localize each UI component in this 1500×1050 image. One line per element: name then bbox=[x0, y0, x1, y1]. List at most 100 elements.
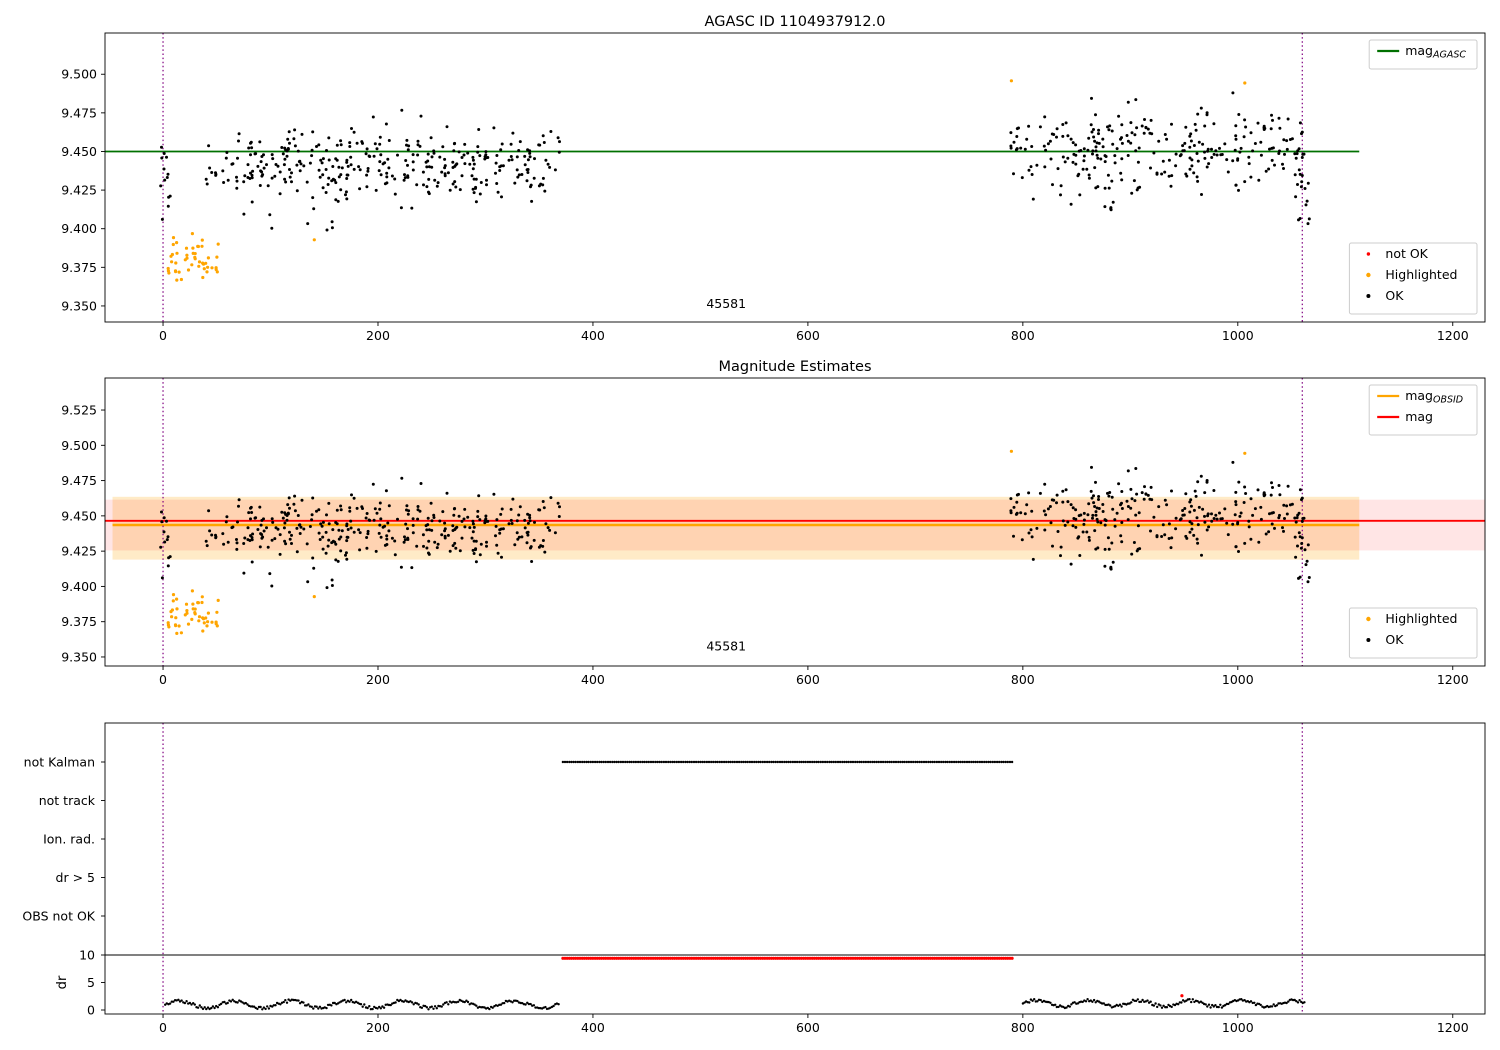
x-axis-ticks: 0 200 400 600 800 1000 1200 bbox=[159, 1014, 1469, 1035]
scatter-cluster-highlighted-mid-point bbox=[312, 595, 316, 599]
x-tick-label: 0 bbox=[159, 328, 167, 343]
x-tick-label: 800 bbox=[1011, 328, 1035, 343]
x-tick-label: 1000 bbox=[1222, 328, 1254, 343]
y-tick-label: 9.400 bbox=[61, 221, 97, 236]
legend-label: OK bbox=[1385, 288, 1404, 303]
flag-segment-row-0 bbox=[561, 760, 1014, 764]
scatter-cluster-band2 bbox=[1009, 460, 1306, 566]
axes-frame bbox=[104, 377, 1486, 667]
legend-marker-dot bbox=[1366, 252, 1371, 256]
flag-row-label: OBS not OK bbox=[22, 909, 95, 924]
x-axis-ticks: 0 200 400 600 800 1000 1200 bbox=[159, 322, 1469, 343]
legend-box bbox=[1348, 607, 1478, 659]
scatter-cluster-highlighted-start-blob bbox=[166, 232, 220, 282]
obsid-annotation: 45581 bbox=[706, 639, 746, 654]
scatter-cluster-band1 bbox=[204, 476, 561, 576]
legend-label: Highlighted bbox=[1385, 611, 1457, 626]
x-tick-label: 1200 bbox=[1437, 328, 1469, 343]
scatter-cluster-band1 bbox=[204, 108, 561, 217]
y-tick-label: 9.500 bbox=[61, 67, 97, 82]
y-tick-label: 9.475 bbox=[61, 105, 97, 120]
legend-marker-dot bbox=[1366, 294, 1371, 298]
y-tick-label: 9.375 bbox=[61, 260, 97, 275]
panel-agasc-mag: 45581 0 200 400 600 800 1000 1200 9.350 9.375 9.40… bbox=[61, 14, 1486, 343]
x-tick-label: 1200 bbox=[1437, 1020, 1469, 1035]
scatter-cluster-highlighted-start-blob bbox=[166, 589, 220, 636]
x-tick-label: 0 bbox=[159, 1020, 167, 1035]
scatter-cluster-start-streak bbox=[159, 510, 172, 580]
y-axis-ticks: 9.350 9.375 9.400 9.425 9.450 9.475 9.500 9.525 bbox=[61, 403, 105, 664]
y-tick-label: 9.500 bbox=[61, 438, 97, 453]
legend: magAGASC bbox=[1368, 39, 1478, 70]
y-tick-label: 9.525 bbox=[61, 403, 97, 418]
obsid-mag-band bbox=[112, 496, 1360, 560]
axes-frame bbox=[104, 722, 1486, 1015]
x-axis-ticks: 0 200 400 600 800 1000 1200 bbox=[159, 666, 1469, 687]
scatter-cluster-highlighted-outlier-b bbox=[1243, 81, 1247, 85]
legend-box bbox=[1368, 39, 1478, 70]
scatter-cluster-start-streak bbox=[159, 145, 172, 221]
dr-tick-label: 10 bbox=[79, 948, 95, 963]
y-tick-label: 9.350 bbox=[61, 649, 97, 664]
dr-tick-label: 0 bbox=[87, 1003, 95, 1018]
y-tick-label: 9.425 bbox=[61, 544, 97, 559]
y-tick-label: 9.450 bbox=[61, 144, 97, 159]
legend-box bbox=[1368, 384, 1478, 436]
obsid-annotation: 45581 bbox=[706, 296, 746, 311]
scatter-cluster-band2-dip bbox=[1103, 547, 1115, 571]
x-tick-label: 600 bbox=[796, 672, 820, 687]
scatter-cluster-band2 bbox=[1009, 91, 1306, 206]
scatter-cluster-band1-low-outliers bbox=[270, 578, 334, 590]
flag-row-label: not track bbox=[39, 793, 96, 808]
dr-outlier-point bbox=[1180, 994, 1184, 998]
scatter-cluster-highlighted-outlier-b bbox=[1243, 451, 1247, 455]
panel-title: AGASC ID 1104937912.0 bbox=[705, 14, 886, 30]
legend-marker-dot bbox=[1366, 616, 1371, 622]
x-tick-label: 600 bbox=[796, 328, 820, 343]
dr-tick-label: 5 bbox=[87, 975, 95, 990]
x-tick-label: 1000 bbox=[1222, 1020, 1254, 1035]
y-axis-ticks: 9.350 9.375 9.400 9.425 9.450 9.475 9.500 bbox=[61, 67, 105, 313]
y-tick-label: 9.475 bbox=[61, 473, 97, 488]
y-tick-label: 9.425 bbox=[61, 183, 97, 198]
x-tick-label: 200 bbox=[366, 672, 390, 687]
x-tick-label: 1200 bbox=[1437, 672, 1469, 687]
x-tick-label: 800 bbox=[1011, 1020, 1035, 1035]
y-tick-label: 9.375 bbox=[61, 614, 97, 629]
axes-frame bbox=[104, 32, 1486, 323]
scatter-cluster-highlighted-mid-point bbox=[312, 238, 316, 242]
x-tick-label: 600 bbox=[796, 1020, 820, 1035]
scatter-cluster-highlighted-outlier-a bbox=[1009, 79, 1014, 83]
dr-red-segment bbox=[561, 956, 1014, 960]
scatter-cluster-end-streak bbox=[1294, 535, 1311, 584]
x-tick-label: 400 bbox=[581, 1020, 605, 1035]
x-tick-label: 0 bbox=[159, 672, 167, 687]
dr-scatter bbox=[164, 998, 560, 1011]
x-tick-label: 400 bbox=[581, 328, 605, 343]
dr-scatter bbox=[1021, 998, 1306, 1010]
scatter-cluster-band2-dip bbox=[1103, 186, 1115, 212]
flag-row-label: Ion. rad. bbox=[43, 832, 95, 847]
panel-magnitude-estimates: 45581 0 200 400 600 800 1000 1200 9.350 9.375 9.40… bbox=[61, 359, 1486, 687]
x-tick-label: 800 bbox=[1011, 672, 1035, 687]
flag-row-label: dr > 5 bbox=[56, 870, 95, 885]
y-tick-label: 9.450 bbox=[61, 508, 97, 523]
legend: Highlighted OK bbox=[1348, 607, 1478, 659]
flag-row-label: not Kalman bbox=[24, 755, 95, 770]
legend-marker-dot bbox=[1366, 638, 1371, 642]
panel-flags: not Kalman not track Ion. rad. dr > 5 OBS no… bbox=[22, 722, 1486, 1035]
legend: not OK Highlighted OK bbox=[1348, 242, 1478, 315]
panel-title: Magnitude Estimates bbox=[718, 359, 871, 375]
legend-label: Highlighted bbox=[1385, 267, 1457, 282]
legend-label: OK bbox=[1385, 632, 1404, 647]
dr-axis-label: dr bbox=[55, 975, 70, 989]
scatter-cluster-highlighted-outlier-a bbox=[1009, 449, 1014, 453]
x-tick-label: 400 bbox=[581, 672, 605, 687]
scatter-cluster-end-streak bbox=[1294, 172, 1311, 226]
x-tick-label: 200 bbox=[366, 1020, 390, 1035]
legend-label: mag bbox=[1405, 409, 1433, 424]
legend-marker-dot bbox=[1366, 272, 1371, 278]
